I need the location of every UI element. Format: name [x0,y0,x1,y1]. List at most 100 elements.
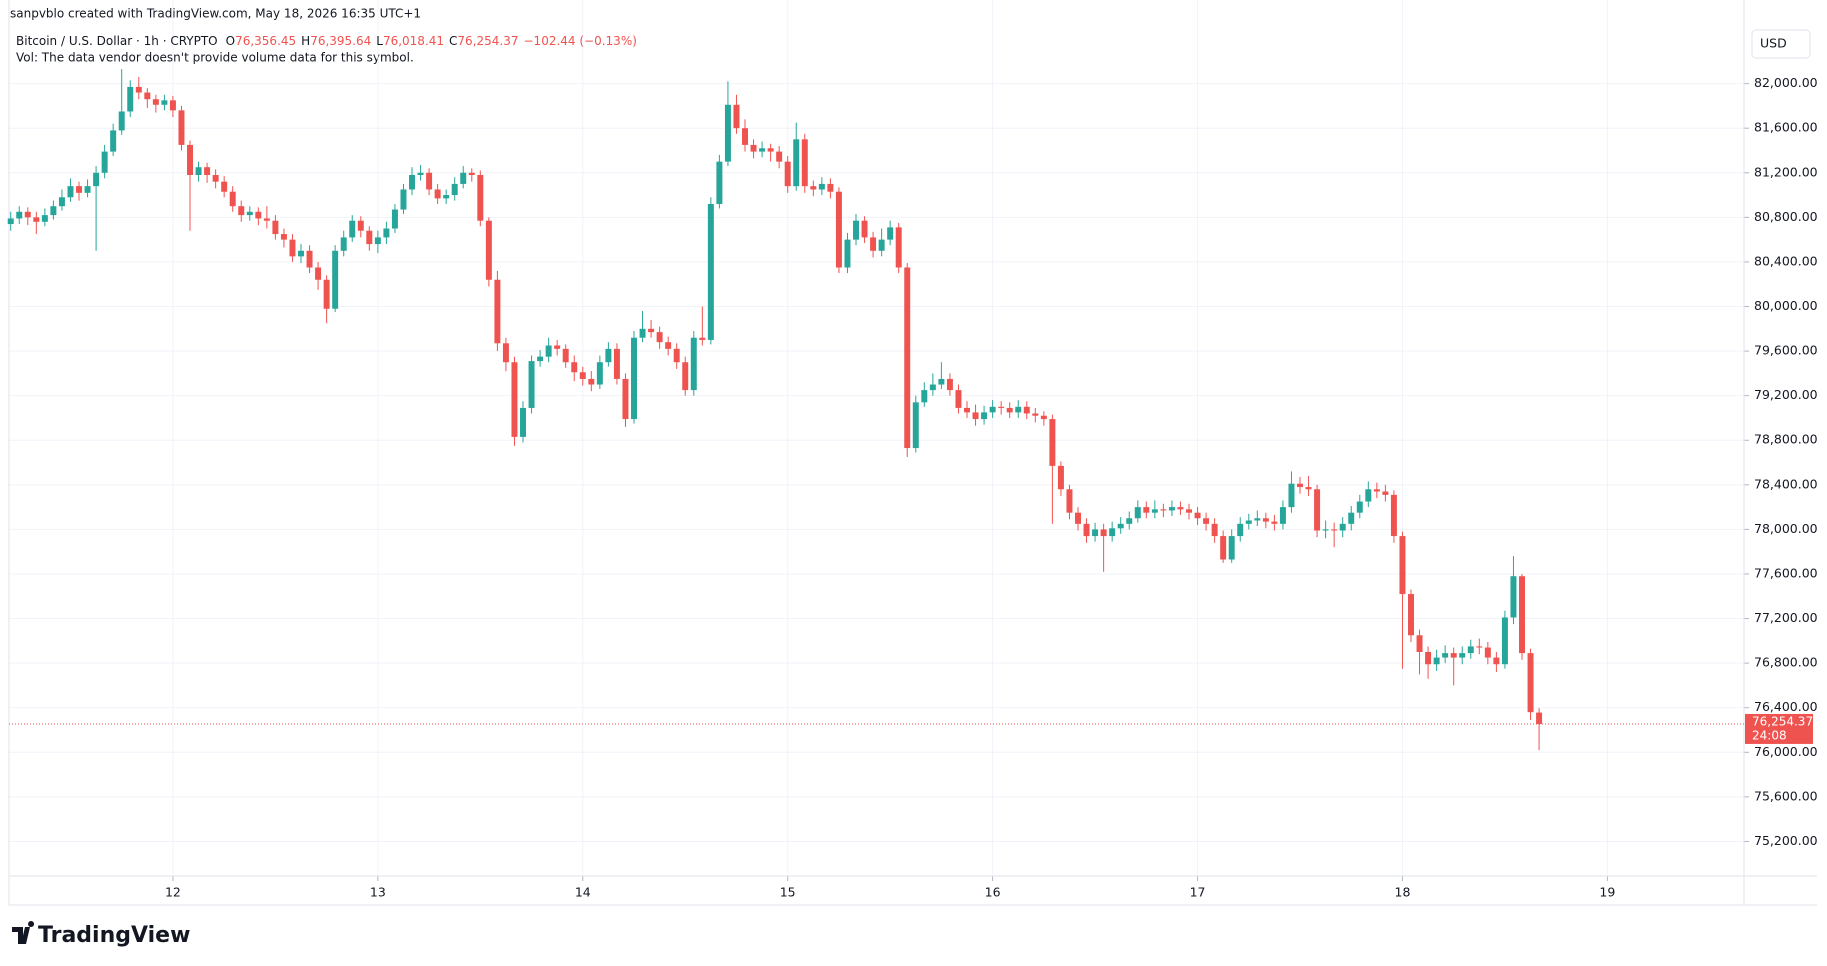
candle-body [161,100,168,105]
candle-body [605,348,612,363]
currency-button[interactable] [1751,29,1811,59]
candle-body [835,191,842,268]
candle-body [263,218,270,221]
legend-key: L [376,34,383,48]
candle-body [502,343,509,363]
candle-body [1288,483,1295,508]
candle-body [946,378,953,391]
candle-body [178,110,185,145]
candle-body [135,86,142,93]
candle-body [1519,576,1525,654]
legend-value: 76,395.64 [310,34,371,48]
candle-body [460,172,467,184]
y-tick-label: 78,400.00 [1754,476,1818,491]
candle-body [1501,617,1508,665]
currency[interactable]: USD [1760,36,1787,51]
candle-body [485,220,492,280]
candle-body [212,174,219,182]
candle-body [656,332,663,343]
legend-value: 76,254.37 [457,34,518,48]
candle-body [929,384,936,391]
candle-body [1168,507,1175,511]
legend-key: C [449,34,457,48]
candle-body [127,86,134,112]
candle-body [520,407,526,437]
logo-icon [12,921,35,944]
x-tick-label: 16 [985,885,1001,900]
candle-body [1100,529,1107,537]
y-tick-label: 78,800.00 [1754,432,1818,447]
candle-body [417,172,424,175]
candle-body [1203,518,1210,524]
credit: sanpvblo created with TradingView.com, M… [10,7,421,21]
candle-body [579,372,586,379]
candle-body [1194,512,1201,519]
candle-body [7,218,14,225]
candle-body [187,144,194,175]
candle-body [315,267,322,280]
candle-body [1305,487,1312,490]
candle-body [716,161,723,204]
candle-body [1408,594,1414,636]
candle-body [204,167,211,175]
candle-body [1459,653,1466,658]
candle-body [1262,518,1269,522]
candle-body [639,328,646,338]
x-tick-label: 15 [780,885,796,900]
candle-body [118,111,125,131]
candle-body [1279,507,1286,524]
candle-body [699,337,706,340]
candle-body [195,167,202,175]
y-tick-label: 76,800.00 [1754,655,1818,670]
candle-body [964,407,970,413]
symbol-title: Bitcoin / U.S. Dollar · 1h · CRYPTO [16,34,218,48]
y-tick-label: 77,600.00 [1754,565,1818,580]
candle-body [24,211,31,218]
candle-body [742,128,748,145]
x-tick-label: 12 [165,885,181,900]
y-tick-label: 76,400.00 [1754,699,1818,714]
volume-note: Vol: The data vendor doesn't provide vol… [16,51,414,65]
candle-body [50,206,57,216]
candle-body [1006,407,1013,413]
candle-body [477,174,484,221]
candle-body [1160,509,1167,511]
candle-body [272,220,279,235]
candle-body [1297,483,1303,488]
candle-body [673,348,680,363]
x-tick-label: 17 [1190,885,1206,900]
candle-body [1117,523,1124,529]
candle-body [298,250,305,257]
legend-line: Bitcoin / U.S. Dollar · 1h · CRYPTO O76,3… [16,34,637,48]
candle-body [613,348,620,379]
candle-body [1314,489,1321,531]
candle-body [101,151,108,173]
candle-body [93,172,100,187]
candle-body [1134,507,1141,519]
candle-body [1467,646,1474,654]
candle-body [1083,523,1090,537]
price-tag [1745,713,1813,744]
x-tick-label: 18 [1395,885,1411,900]
candle-body [784,161,791,187]
candle-body [998,406,1005,408]
candle-body [255,211,262,219]
candle-body [904,267,911,449]
y-tick-label: 79,600.00 [1754,343,1818,358]
candle-body [1442,653,1449,658]
countdown: 24:08 [1752,728,1787,742]
candle-body [562,348,569,363]
candle-body [1075,512,1081,524]
candle-body [750,144,757,152]
candle-body [366,230,373,245]
price-change: −102.44 (−0.13%) [524,34,637,48]
candle-body [409,174,416,190]
candle-body [1254,518,1261,521]
candle-body [870,237,877,251]
candle-body [554,345,561,349]
candle-body [152,99,159,105]
candle-body [1510,576,1517,618]
candle-body [1049,419,1056,466]
legend-value: 76,018.41 [383,34,444,48]
candle-body [844,239,851,268]
